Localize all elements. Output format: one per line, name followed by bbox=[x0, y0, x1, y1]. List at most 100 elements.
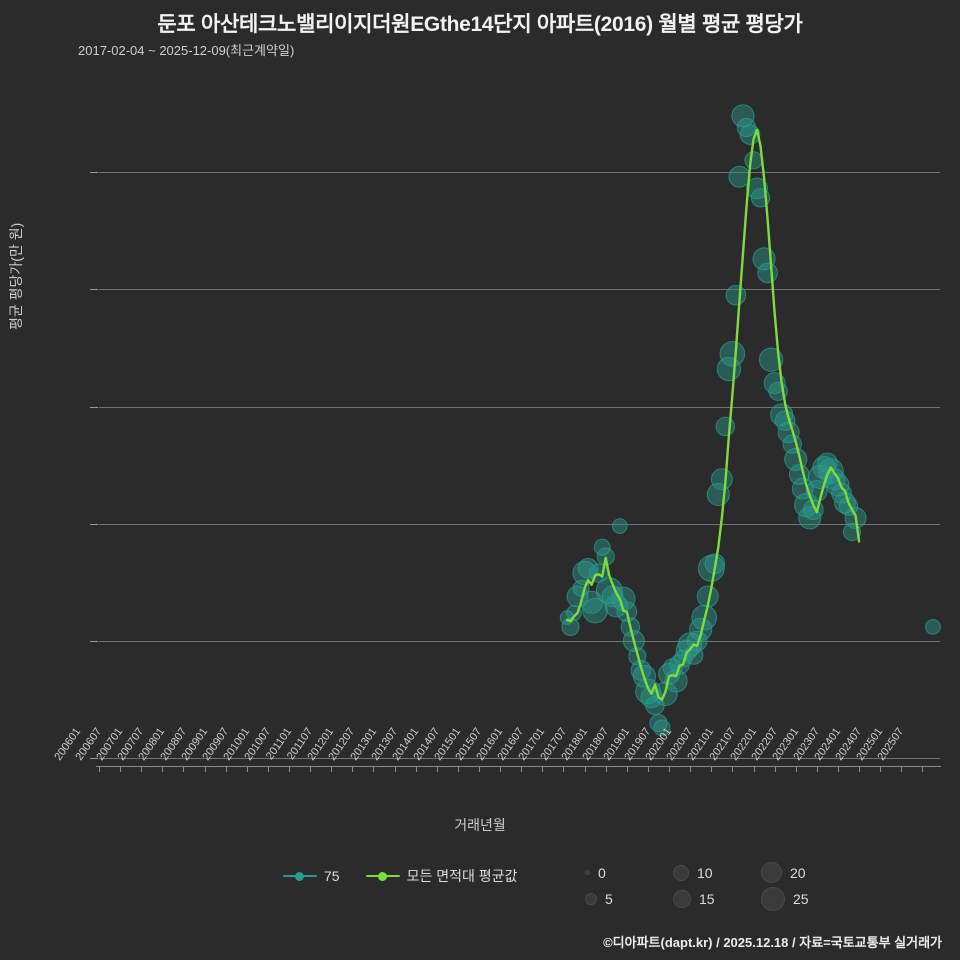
legend: 75 모든 면적대 평균값 0 10 20 5 15 25 bbox=[0, 862, 960, 922]
x-tick-mark bbox=[183, 766, 185, 772]
bubble-point bbox=[725, 284, 747, 306]
x-tick-mark bbox=[542, 766, 544, 772]
x-tick-mark bbox=[99, 766, 100, 772]
bubble-point bbox=[710, 468, 733, 491]
legend-size-bubble bbox=[673, 890, 691, 908]
legend-size-label: 25 bbox=[793, 891, 809, 907]
bubble-point bbox=[758, 347, 784, 372]
y-tick-mark bbox=[90, 523, 98, 525]
legend-size-item: 15 bbox=[673, 887, 743, 911]
x-tick-mark bbox=[436, 766, 438, 772]
bubble-point bbox=[561, 617, 580, 637]
x-tick-mark bbox=[563, 766, 565, 772]
x-tick-mark bbox=[901, 766, 903, 772]
x-tick-mark bbox=[141, 766, 143, 772]
bubble-point bbox=[611, 518, 628, 534]
x-tick-mark bbox=[605, 766, 607, 772]
gridline bbox=[99, 758, 940, 760]
bubble-point bbox=[757, 262, 778, 284]
x-tick-mark bbox=[331, 766, 333, 772]
chart-subtitle: 2017-02-04 ~ 2025-12-09(최근계약일) bbox=[78, 43, 295, 58]
x-tick-mark bbox=[162, 766, 164, 772]
x-tick-mark bbox=[457, 766, 459, 772]
legend-size-item: 25 bbox=[761, 887, 831, 911]
legend-size-group: 0 10 20 5 15 25 bbox=[585, 862, 831, 911]
bubble-point bbox=[593, 538, 611, 556]
y-tick-mark bbox=[90, 758, 98, 760]
legend-size-label: 0 bbox=[598, 864, 606, 881]
x-tick-mark bbox=[373, 766, 375, 772]
bubble-point bbox=[719, 340, 746, 367]
x-tick-mark bbox=[647, 766, 649, 772]
x-tick-mark bbox=[711, 766, 713, 772]
legend-label: 모든 면적대 평균값 bbox=[406, 868, 518, 884]
bubble-point bbox=[728, 165, 751, 188]
x-tick-mark bbox=[922, 766, 924, 772]
legend-item[interactable]: 75 bbox=[283, 868, 340, 884]
legend-size-item: 5 bbox=[585, 887, 655, 911]
legend-swatch bbox=[365, 870, 400, 882]
x-tick-mark bbox=[859, 766, 861, 772]
legend-swatch bbox=[283, 870, 317, 882]
legend-size-label: 5 bbox=[605, 891, 613, 907]
y-tick-mark bbox=[90, 172, 98, 174]
legend-size-bubble bbox=[761, 887, 785, 911]
average-line bbox=[565, 128, 861, 701]
legend-size-bubble bbox=[585, 870, 590, 875]
x-tick-mark bbox=[479, 766, 481, 772]
legend-size-item: 20 bbox=[761, 862, 831, 883]
x-tick-mark bbox=[753, 766, 755, 772]
legend-label: 75 bbox=[324, 868, 340, 884]
legend-size-label: 10 bbox=[697, 864, 713, 881]
bubble-point bbox=[744, 151, 763, 170]
x-axis-label: 거래년월 bbox=[454, 817, 506, 833]
legend-item[interactable]: 모든 면적대 평균값 bbox=[365, 866, 518, 886]
x-tick-mark bbox=[500, 766, 502, 772]
bubble-series-75 bbox=[559, 104, 941, 737]
x-tick-mark bbox=[816, 766, 818, 772]
plot-area bbox=[99, 90, 941, 770]
x-tick-mark bbox=[521, 766, 523, 772]
footer-credit: ©디아파트(dapt.kr) / 2025.12.18 / 자료=국토교통부 실… bbox=[603, 935, 942, 950]
bubble-point bbox=[736, 117, 757, 138]
gridline bbox=[99, 172, 940, 174]
x-tick-mark bbox=[690, 766, 692, 772]
bubble-point bbox=[715, 416, 736, 437]
x-tick-mark bbox=[267, 766, 269, 772]
gridline bbox=[99, 289, 940, 291]
x-tick-mark bbox=[669, 766, 671, 772]
bubble-point bbox=[739, 124, 761, 145]
y-axis-label: 평균 평당가(만 원) bbox=[8, 222, 24, 330]
x-tick-mark bbox=[310, 766, 312, 772]
x-tick-mark bbox=[732, 766, 734, 772]
legend-size-bubble bbox=[673, 864, 689, 881]
x-tick-mark bbox=[837, 766, 839, 772]
x-tick-mark bbox=[246, 766, 248, 772]
x-tick-mark bbox=[289, 766, 291, 772]
chart-title: 둔포 아산테크노밸리이지더원EGthe14단지 아파트(2016) 월별 평균 … bbox=[157, 13, 803, 36]
legend-size-bubble bbox=[585, 893, 597, 905]
x-tick-mark bbox=[120, 766, 122, 772]
y-tick-mark bbox=[90, 641, 98, 643]
bubble-point bbox=[582, 597, 608, 624]
legend-size-item: 0 bbox=[585, 862, 655, 883]
x-tick-mark bbox=[774, 766, 776, 772]
x-tick-mark bbox=[394, 766, 396, 772]
gridline bbox=[99, 523, 940, 525]
legend-size-label: 15 bbox=[699, 891, 715, 907]
bubble-point bbox=[577, 558, 599, 579]
x-tick-mark bbox=[352, 766, 354, 772]
x-axis-line bbox=[96, 766, 941, 767]
legend-size-label: 20 bbox=[790, 864, 806, 881]
bubble-point bbox=[653, 719, 671, 737]
bubble-point bbox=[731, 104, 755, 128]
x-tick-mark bbox=[584, 766, 586, 772]
bubble-point bbox=[925, 619, 941, 635]
legend-size-bubble bbox=[761, 862, 782, 883]
x-tick-mark bbox=[415, 766, 417, 772]
x-tick-mark bbox=[626, 766, 628, 772]
x-tick-mark bbox=[795, 766, 797, 772]
y-tick-mark bbox=[90, 406, 98, 408]
x-tick-mark bbox=[880, 766, 882, 772]
x-tick-mark bbox=[225, 766, 227, 772]
